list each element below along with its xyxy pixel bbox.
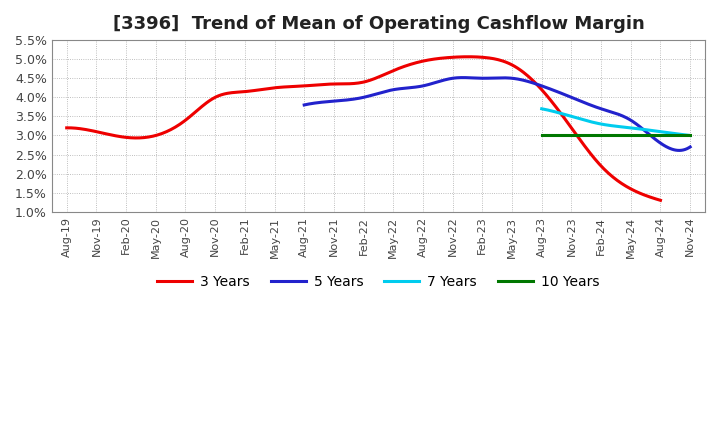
Legend: 3 Years, 5 Years, 7 Years, 10 Years: 3 Years, 5 Years, 7 Years, 10 Years [152, 269, 605, 294]
Title: [3396]  Trend of Mean of Operating Cashflow Margin: [3396] Trend of Mean of Operating Cashfl… [112, 15, 644, 33]
